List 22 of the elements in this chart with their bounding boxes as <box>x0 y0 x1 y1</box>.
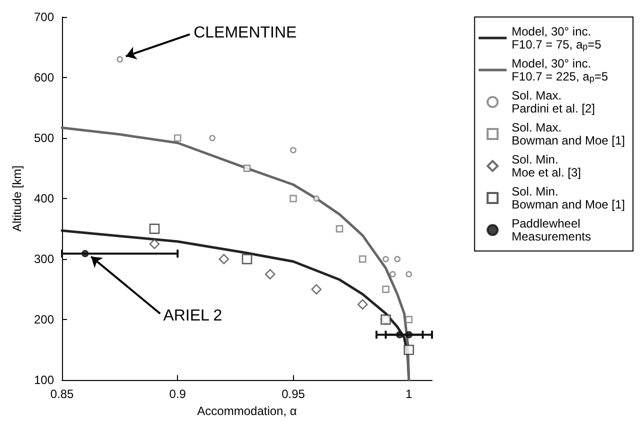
y-tick-label: 300 <box>34 252 54 266</box>
y-tick-label: 100 <box>34 373 54 388</box>
y-axis-title: Altitude [km] <box>10 166 24 232</box>
legend-label: Sol. Max. Pardini et al. [2] <box>512 88 595 116</box>
legend-label: Model, 30° inc. F10.7 = 225, ap=5 <box>512 56 608 84</box>
annotation: ARIEL 2 <box>163 308 222 325</box>
x-axis-title: Accommodation, α <box>197 404 297 418</box>
y-tick-label: 400 <box>34 192 54 206</box>
y-tick-label: 500 <box>34 131 54 146</box>
x-tick-label: 0.85 <box>50 387 74 402</box>
legend-label: Sol. Min. Bowman and Moe [1] <box>512 184 626 212</box>
x-tick-label: 1 <box>406 387 413 402</box>
legend-label: Paddlewheel Measurements <box>512 216 591 244</box>
legend-label: Sol. Min. Moe et al. [3] <box>512 152 581 180</box>
x-tick-label: 0.95 <box>282 387 306 402</box>
annotation: CLEMENTINE <box>194 24 297 42</box>
y-tick-label: 700 <box>34 10 54 24</box>
x-tick-label: 0.9 <box>169 387 186 402</box>
y-tick-label: 600 <box>34 70 54 85</box>
y-tick-label: 200 <box>34 312 54 327</box>
legend-label: Sol. Max. Bowman and Moe [1] <box>512 120 626 148</box>
legend-label: Model, 30° inc. F10.7 = 75, ap=5 <box>512 24 602 52</box>
